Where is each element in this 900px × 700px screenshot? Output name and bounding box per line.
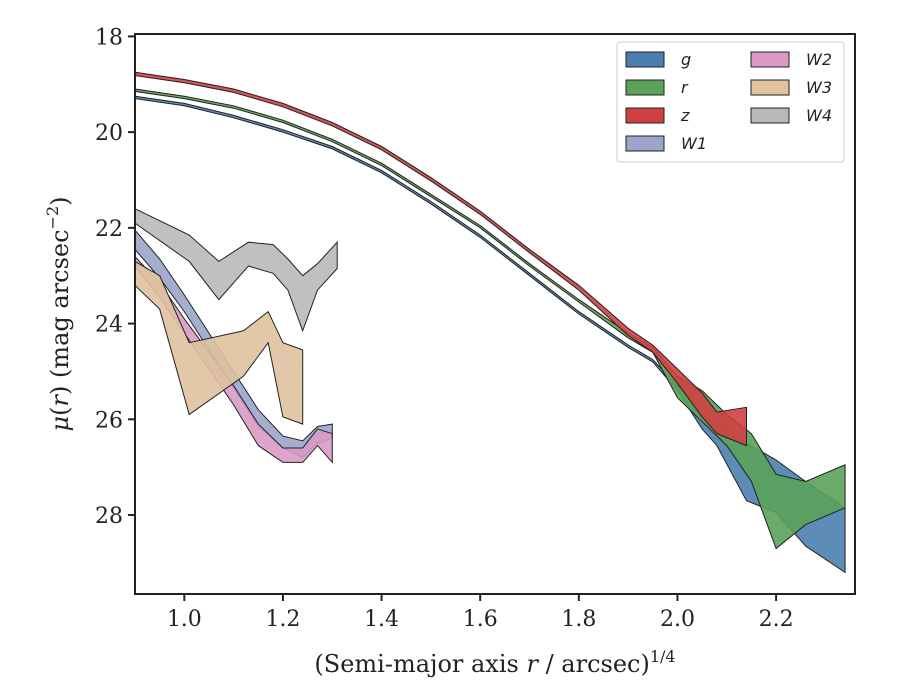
legend-label-g: g (681, 50, 691, 69)
legend: grz W1 W2 W3 W4 (616, 41, 845, 163)
legend-swatch-W3 (750, 79, 790, 96)
legend-label-W2: W2 (806, 50, 832, 69)
legend-swatch-g (625, 51, 665, 68)
legend-label-W4: W4 (806, 106, 832, 125)
x-tick-label: 1.8 (561, 607, 596, 632)
y-tick-label: 24 (95, 313, 123, 338)
y-axis-label: μ(r) (mag arcsec−2) (43, 196, 74, 431)
legend-label-z: z (680, 106, 690, 125)
legend-label-W1: W1 (681, 134, 707, 153)
ticks-layer: 1.0 1.2 1.4 1.6 1.8 2.0 2.2 18 20 22 24 26 28 (95, 25, 794, 632)
series-band-W3 (134, 260, 304, 425)
y-tick-label: 26 (95, 408, 123, 433)
x-axis-label: (Semi-major axis r / arcsec)1/4 (314, 647, 675, 678)
legend-swatch-r (625, 79, 665, 96)
legend-swatch-W1 (625, 135, 665, 152)
legend-swatch-W4 (750, 107, 790, 124)
series-band-r (134, 88, 846, 550)
y-tick-label: 20 (95, 121, 123, 146)
legend-box (616, 41, 845, 163)
legend-label-r: r (681, 78, 689, 97)
y-tick-label: 22 (95, 217, 123, 242)
x-tick-label: 1.2 (265, 607, 300, 632)
x-tick-label: 1.4 (364, 607, 399, 632)
series-band-g (134, 95, 846, 574)
plot-frame (134, 33, 856, 595)
legend-label-W3: W3 (806, 78, 832, 97)
series-layer (134, 71, 846, 574)
x-tick-label: 1.0 (167, 607, 202, 632)
legend-swatch-W2 (750, 51, 790, 68)
y-tick-label: 28 (95, 504, 123, 529)
series-band-z (134, 71, 747, 447)
y-tick-label: 18 (95, 25, 123, 50)
x-tick-label: 2.0 (660, 607, 695, 632)
series-band-W4 (134, 207, 338, 333)
x-tick-label: 1.6 (463, 607, 498, 632)
x-tick-label: 2.2 (759, 607, 794, 632)
legend-swatch-z (625, 107, 665, 124)
